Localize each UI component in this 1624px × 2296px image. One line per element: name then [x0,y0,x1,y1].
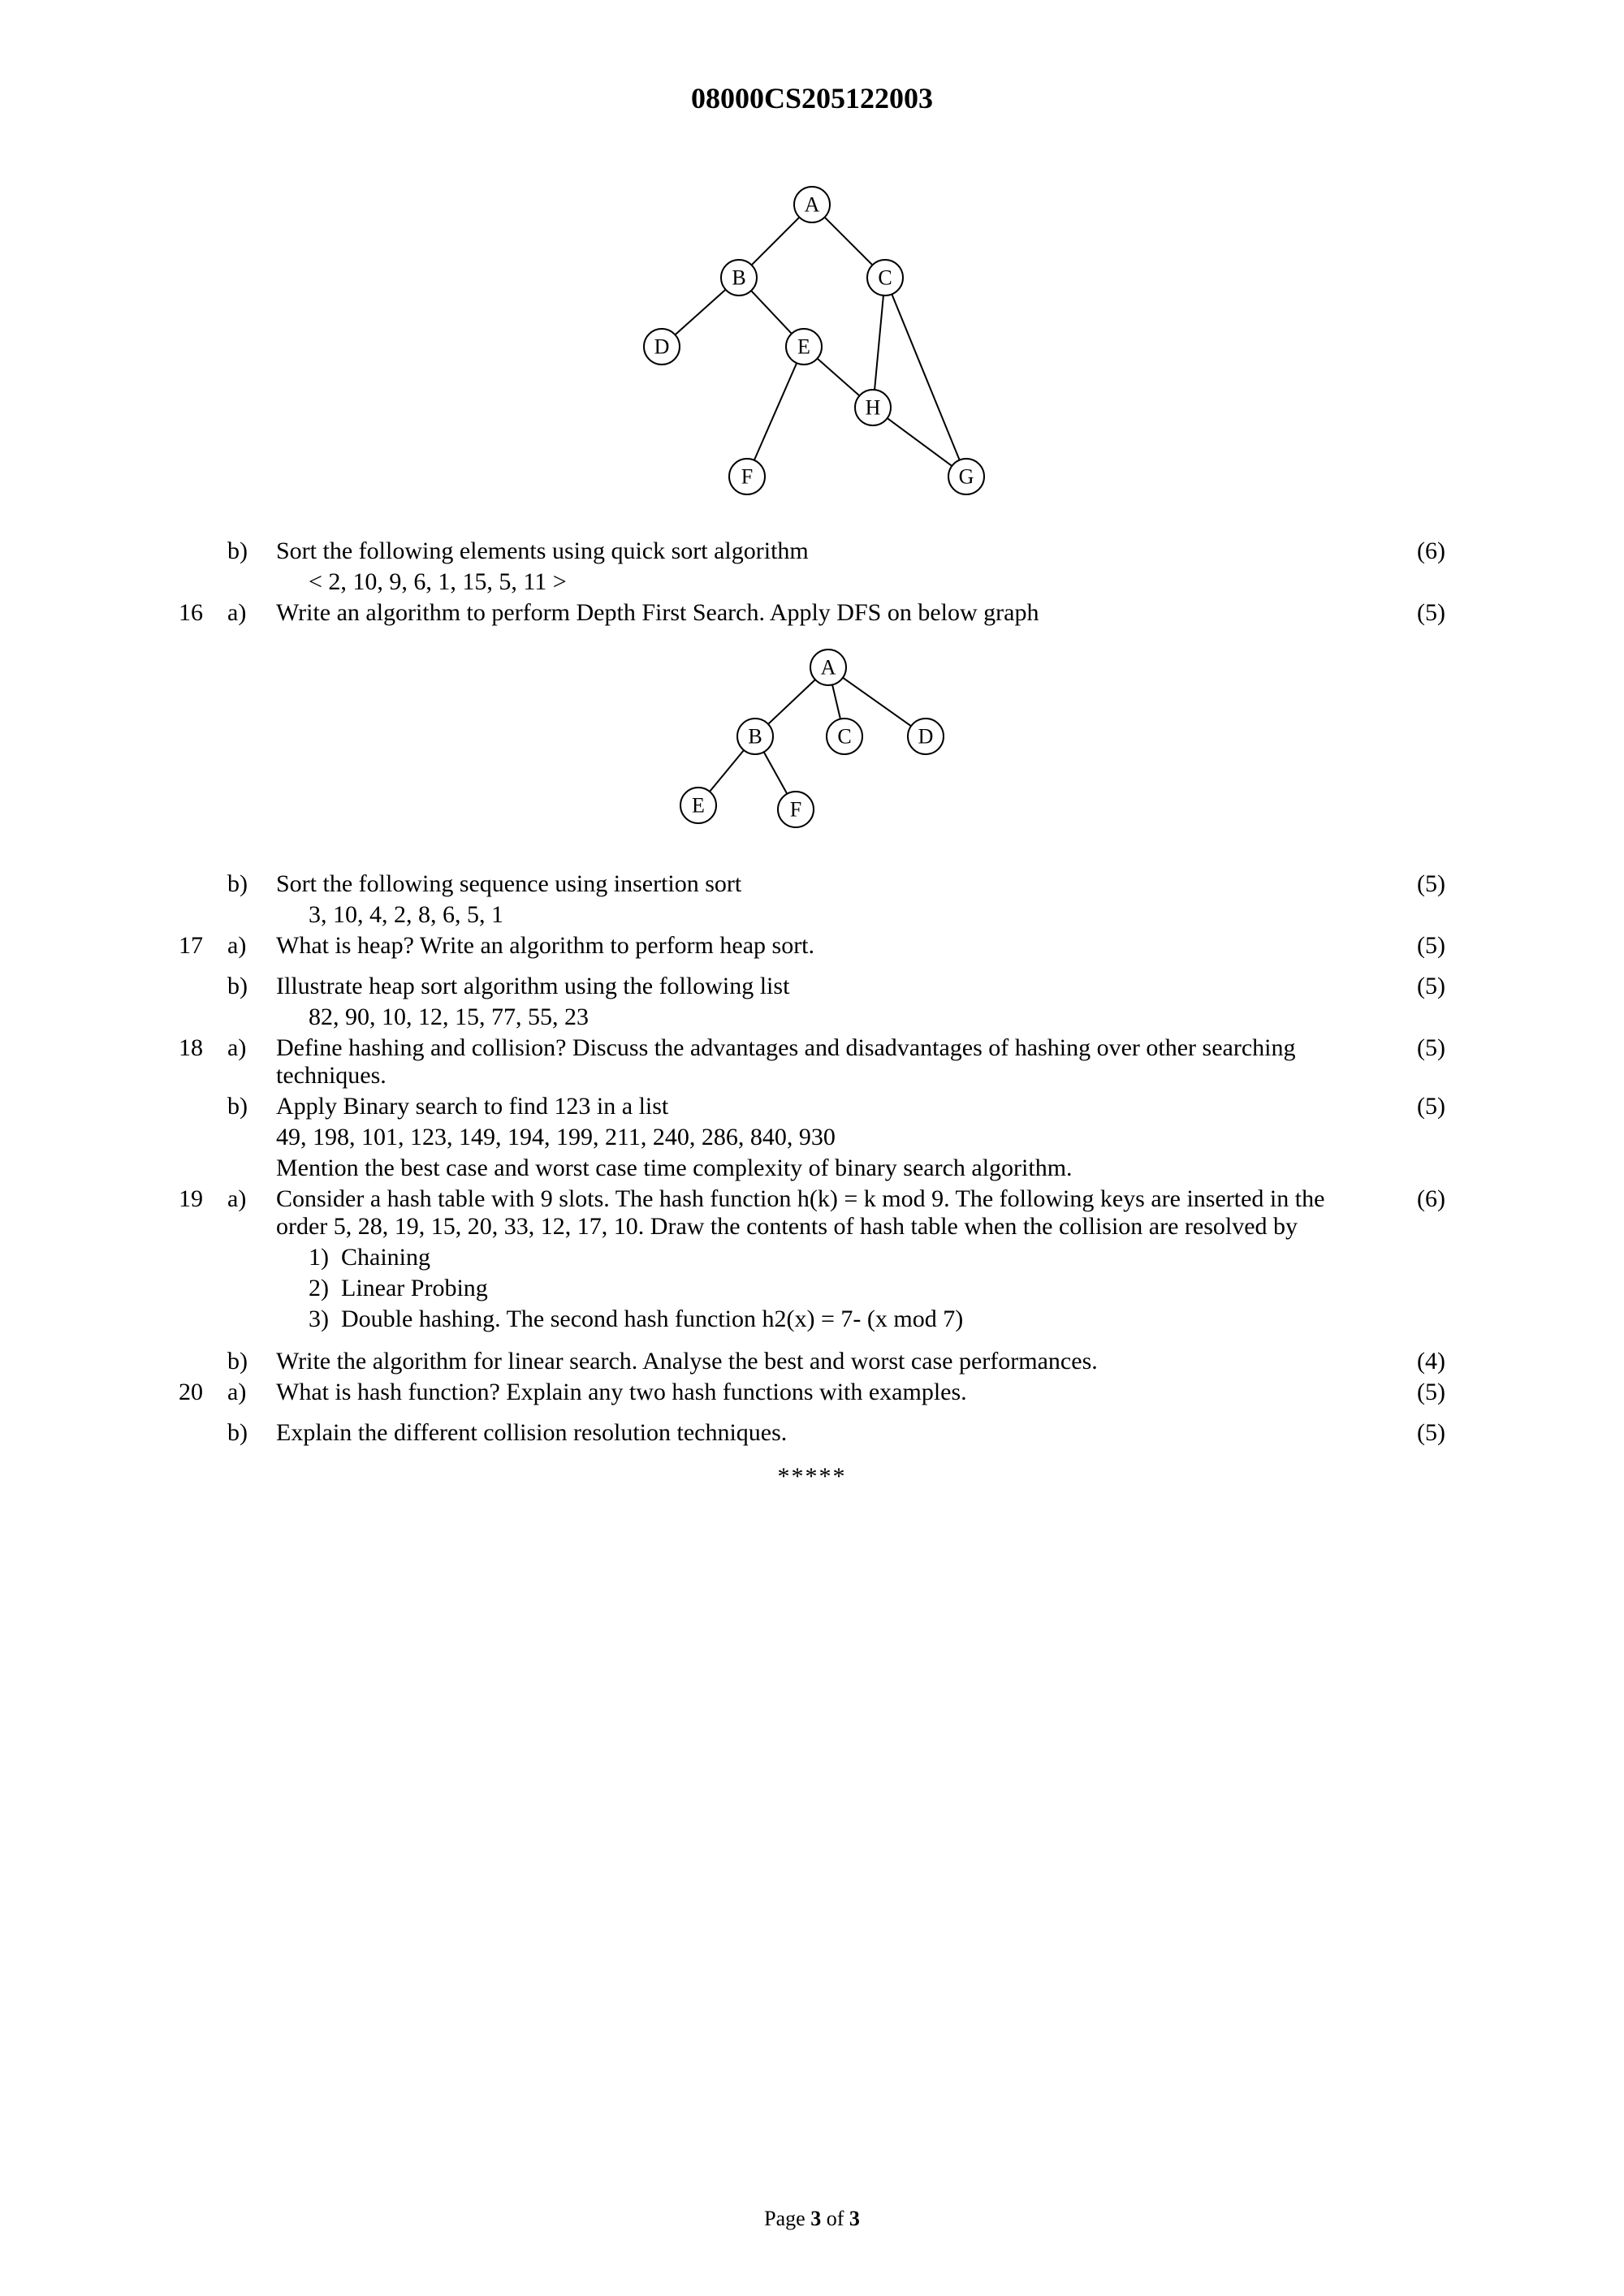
question-18b-row: b) Apply Binary search to find 123 in a … [179,1093,1445,1120]
q18a-text: Define hashing and collision? Discuss th… [276,1034,1389,1090]
qnum-16: 16 [179,599,227,627]
question-19b-row: b) Write the algorithm for linear search… [179,1348,1445,1375]
q15b-sub: < 2, 10, 9, 6, 1, 15, 5, 11 > [276,568,1389,596]
question-16a-row: 16 a) Write an algorithm to perform Dept… [179,599,1445,627]
footer-pre: Page [764,2207,810,2230]
svg-text:D: D [654,335,670,359]
svg-text:C: C [878,266,892,290]
q20b-marks: (5) [1389,1419,1445,1447]
qnum-18: 18 [179,1034,227,1062]
q16a-marks: (5) [1389,599,1445,627]
q17a-text: What is heap? Write an algorithm to perf… [276,932,1389,960]
end-stars: ***** [179,1463,1445,1491]
q19a-opt1: Chaining [341,1244,430,1271]
question-20b-row: b) Explain the different collision resol… [179,1419,1445,1447]
graph-q15a: A B C D E H F G [585,180,1039,505]
part-b: b) [227,537,276,565]
q16b-marks: (5) [1389,870,1445,898]
graph-q16a: A B C D E F [609,643,1015,838]
q19b-text: Write the algorithm for linear search. A… [276,1348,1389,1375]
svg-text:F: F [790,798,801,822]
q19a-text: Consider a hash table with 9 slots. The … [276,1185,1389,1241]
question-17b-row: b) Illustrate heap sort algorithm using … [179,973,1445,1000]
question-15b-row: b) Sort the following elements using qui… [179,537,1445,565]
qnum-19: 19 [179,1185,227,1213]
q16b-text: Sort the following sequence using insert… [276,870,1389,898]
question-16b-sub: 3, 10, 4, 2, 8, 6, 5, 1 [179,901,1445,929]
q17b-sub: 82, 90, 10, 12, 15, 77, 55, 23 [276,1003,1389,1031]
question-15b-sub: < 2, 10, 9, 6, 1, 15, 5, 11 > [179,568,1445,596]
q19b-marks: (4) [1389,1348,1445,1375]
q20a-text: What is hash function? Explain any two h… [276,1379,1389,1406]
q18a-marks: (5) [1389,1034,1445,1062]
q18b-marks: (5) [1389,1093,1445,1120]
svg-text:E: E [692,794,705,818]
footer-total: 3 [849,2207,860,2230]
svg-text:B: B [732,266,745,290]
svg-text:B: B [748,725,762,749]
q17a-marks: (5) [1389,932,1445,960]
svg-text:F: F [741,465,753,489]
q18b-line3: Mention the best case and worst case tim… [276,1154,1389,1182]
q16a-text: Write an algorithm to perform Depth Firs… [276,599,1389,627]
q15b-text: Sort the following elements using quick … [276,537,1389,565]
part-a: a) [227,599,276,627]
question-18b-line3: Mention the best case and worst case tim… [179,1154,1445,1182]
question-16b-row: b) Sort the following sequence using ins… [179,870,1445,898]
listnum-3: 3) [309,1306,329,1332]
q16b-sub: 3, 10, 4, 2, 8, 6, 5, 1 [276,901,1389,929]
q20a-marks: (5) [1389,1379,1445,1406]
footer-mid: of [821,2207,849,2230]
question-17a-row: 17 a) What is heap? Write an algorithm t… [179,932,1445,960]
q15b-marks: (6) [1389,537,1445,565]
question-19a-opt3: 3) Double hashing. The second hash funct… [179,1306,1445,1333]
question-18a-row: 18 a) Define hashing and collision? Disc… [179,1034,1445,1090]
q20b-text: Explain the different collision resoluti… [276,1419,1389,1447]
svg-text:E: E [797,335,810,359]
qnum-17: 17 [179,932,227,960]
q18b-line2: 49, 198, 101, 123, 149, 194, 199, 211, 2… [276,1124,1389,1151]
page-header-code: 08000CS205122003 [179,81,1445,115]
listnum-2: 2) [309,1275,329,1301]
svg-text:H: H [866,396,881,420]
qnum-20: 20 [179,1379,227,1406]
q19a-opt3: Double hashing. The second hash function… [341,1306,963,1332]
svg-text:G: G [959,465,974,489]
q17b-text: Illustrate heap sort algorithm using the… [276,973,1389,1000]
question-19a-row: 19 a) Consider a hash table with 9 slots… [179,1185,1445,1241]
svg-text:A: A [805,193,820,217]
question-19a-opt1: 1) Chaining [179,1244,1445,1271]
footer-current: 3 [810,2207,821,2230]
listnum-1: 1) [309,1244,329,1271]
svg-text:A: A [821,656,836,680]
question-19a-opt2: 2) Linear Probing [179,1275,1445,1302]
question-17b-sub: 82, 90, 10, 12, 15, 77, 55, 23 [179,1003,1445,1031]
q18b-line1: Apply Binary search to find 123 in a lis… [276,1093,1389,1120]
part-b: b) [227,870,276,898]
question-20a-row: 20 a) What is hash function? Explain any… [179,1379,1445,1406]
page-footer: Page 3 of 3 [0,2207,1624,2231]
question-18b-line2: 49, 198, 101, 123, 149, 194, 199, 211, 2… [179,1124,1445,1151]
svg-text:D: D [918,725,934,749]
svg-text:C: C [837,725,851,749]
exam-page: 08000CS205122003 A B C D E H F G b) Sort the fo… [0,0,1624,2296]
q19a-opt2: Linear Probing [341,1275,488,1301]
q19a-marks: (6) [1389,1185,1445,1213]
q17b-marks: (5) [1389,973,1445,1000]
